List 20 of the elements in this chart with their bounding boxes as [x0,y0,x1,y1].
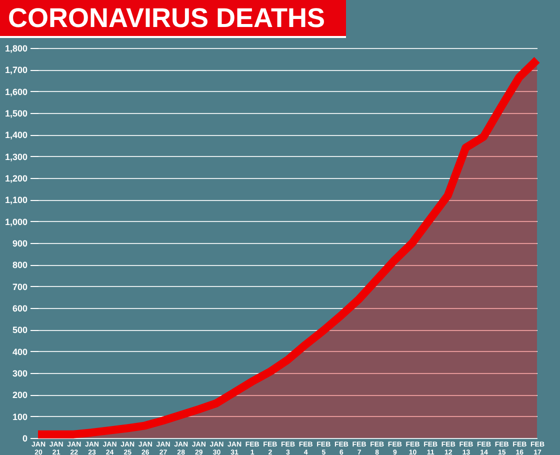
y-tick-label: 200 [12,390,28,400]
y-tick-label: 1,200 [4,174,28,184]
y-tick-label: 0 [22,434,28,444]
y-tick-label: 1,500 [4,108,28,118]
y-tick-label: 1,600 [4,86,28,97]
y-tick-label: 500 [12,325,28,336]
y-tick-label: 600 [12,304,28,314]
y-tick-label: 1,100 [4,195,28,206]
chart-title: CORONAVIRUS DEATHS [0,0,346,38]
y-tick-label: 300 [12,368,28,378]
y-tick-label: 1,000 [4,216,28,227]
y-tick-label: 1,400 [4,130,28,140]
y-tick-label: 700 [12,282,28,292]
y-tick-label: 1,300 [4,152,28,162]
y-tick-label: 800 [12,260,28,270]
y-tick-label: 1,700 [4,65,28,76]
y-tick-label: 100 [12,412,28,422]
y-tick-label: 400 [12,346,28,357]
y-tick-label: 1,800 [4,44,28,54]
y-tick-label: 900 [12,238,28,248]
